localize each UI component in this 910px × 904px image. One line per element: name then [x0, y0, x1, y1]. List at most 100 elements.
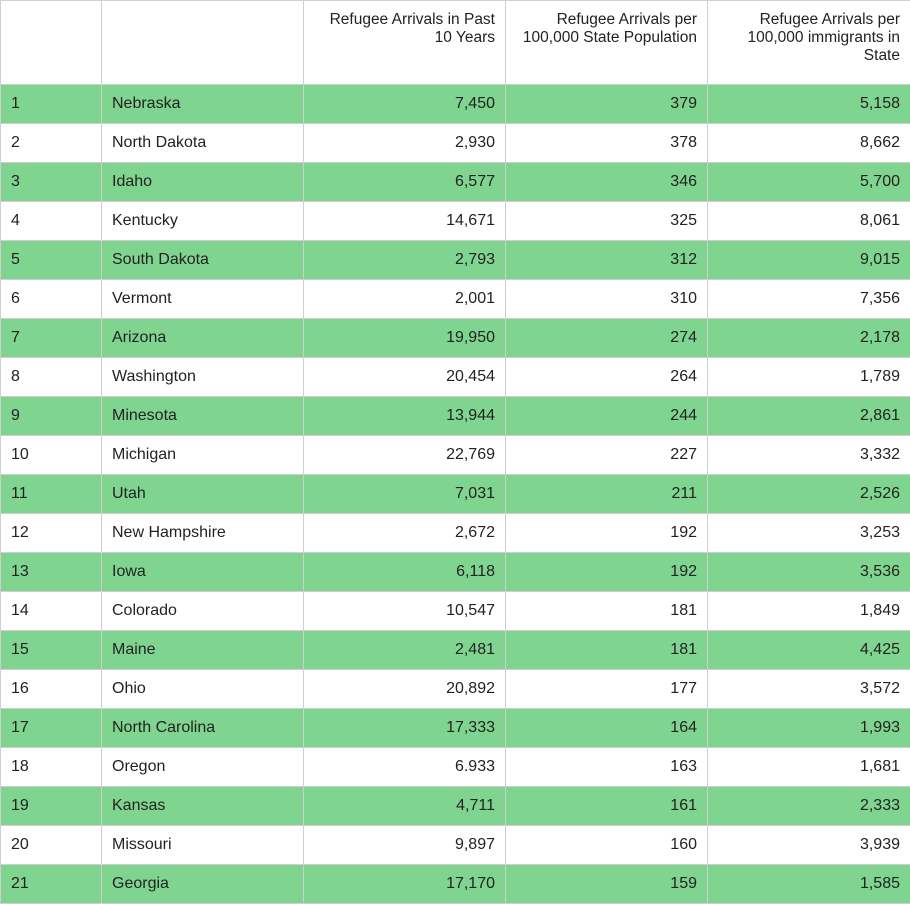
rank-cell: 15: [1, 631, 102, 670]
rank-cell: 8: [1, 358, 102, 397]
per-population-cell: 274: [506, 319, 708, 358]
per-immigrants-cell: 3,253: [708, 514, 910, 553]
state-cell: Washington: [102, 358, 304, 397]
rank-cell: 13: [1, 553, 102, 592]
arrivals-cell: 2,672: [304, 514, 506, 553]
per-immigrants-cell: 8,662: [708, 124, 910, 163]
state-cell: Utah: [102, 475, 304, 514]
per-immigrants-cell: 3,939: [708, 826, 910, 865]
arrivals-cell: 2,793: [304, 241, 506, 280]
rank-cell: 20: [1, 826, 102, 865]
state-cell: North Carolina: [102, 709, 304, 748]
per-immigrants-cell: 3,332: [708, 436, 910, 475]
per-population-cell: 227: [506, 436, 708, 475]
per-population-cell: 244: [506, 397, 708, 436]
rank-cell: 7: [1, 319, 102, 358]
arrivals-cell: 14,671: [304, 202, 506, 241]
rank-cell: 21: [1, 865, 102, 904]
arrivals-cell: 19,950: [304, 319, 506, 358]
state-cell: Vermont: [102, 280, 304, 319]
arrivals-cell: 20,892: [304, 670, 506, 709]
per-immigrants-cell: 1,993: [708, 709, 910, 748]
per-population-cell: 181: [506, 592, 708, 631]
state-cell: Missouri: [102, 826, 304, 865]
state-cell: Iowa: [102, 553, 304, 592]
arrivals-cell: 9,897: [304, 826, 506, 865]
per-population-cell: 181: [506, 631, 708, 670]
rank-cell: 1: [1, 85, 102, 124]
arrivals-cell: 10,547: [304, 592, 506, 631]
state-cell: Colorado: [102, 592, 304, 631]
arrivals-cell: 4,711: [304, 787, 506, 826]
per-population-cell: 159: [506, 865, 708, 904]
per-immigrants-cell: 3,536: [708, 553, 910, 592]
per-immigrants-cell: 3,572: [708, 670, 910, 709]
state-cell: Michigan: [102, 436, 304, 475]
per-population-cell: 379: [506, 85, 708, 124]
per-immigrants-cell: 9,015: [708, 241, 910, 280]
rank-cell: 5: [1, 241, 102, 280]
arrivals-cell: 6,577: [304, 163, 506, 202]
header-arrivals-10-years: Refugee Arrivals in Past 10 Years: [304, 1, 506, 85]
per-population-cell: 264: [506, 358, 708, 397]
per-population-cell: 192: [506, 514, 708, 553]
rank-cell: 3: [1, 163, 102, 202]
arrivals-cell: 2,001: [304, 280, 506, 319]
state-cell: Oregon: [102, 748, 304, 787]
per-immigrants-cell: 5,700: [708, 163, 910, 202]
per-population-cell: 161: [506, 787, 708, 826]
per-population-cell: 378: [506, 124, 708, 163]
state-cell: Kansas: [102, 787, 304, 826]
rank-cell: 11: [1, 475, 102, 514]
state-cell: Georgia: [102, 865, 304, 904]
per-population-cell: 177: [506, 670, 708, 709]
per-immigrants-cell: 1,789: [708, 358, 910, 397]
arrivals-cell: 7,450: [304, 85, 506, 124]
per-population-cell: 325: [506, 202, 708, 241]
arrivals-cell: 6.933: [304, 748, 506, 787]
header-rank: [1, 1, 102, 85]
per-population-cell: 192: [506, 553, 708, 592]
rank-cell: 18: [1, 748, 102, 787]
per-population-cell: 164: [506, 709, 708, 748]
rank-cell: 10: [1, 436, 102, 475]
rank-cell: 12: [1, 514, 102, 553]
arrivals-cell: 20,454: [304, 358, 506, 397]
state-cell: Ohio: [102, 670, 304, 709]
arrivals-cell: 17,170: [304, 865, 506, 904]
rank-cell: 14: [1, 592, 102, 631]
per-immigrants-cell: 7,356: [708, 280, 910, 319]
header-arrivals-per-100k-immigrants: Refugee Arrivals per 100,000 immigrants …: [708, 1, 910, 85]
state-cell: Arizona: [102, 319, 304, 358]
per-immigrants-cell: 2,333: [708, 787, 910, 826]
header-state: [102, 1, 304, 85]
arrivals-cell: 6,118: [304, 553, 506, 592]
rank-cell: 4: [1, 202, 102, 241]
rank-cell: 6: [1, 280, 102, 319]
arrivals-cell: 22,769: [304, 436, 506, 475]
rank-cell: 2: [1, 124, 102, 163]
per-immigrants-cell: 2,526: [708, 475, 910, 514]
per-population-cell: 163: [506, 748, 708, 787]
arrivals-cell: 13,944: [304, 397, 506, 436]
per-immigrants-cell: 4,425: [708, 631, 910, 670]
arrivals-cell: 17,333: [304, 709, 506, 748]
